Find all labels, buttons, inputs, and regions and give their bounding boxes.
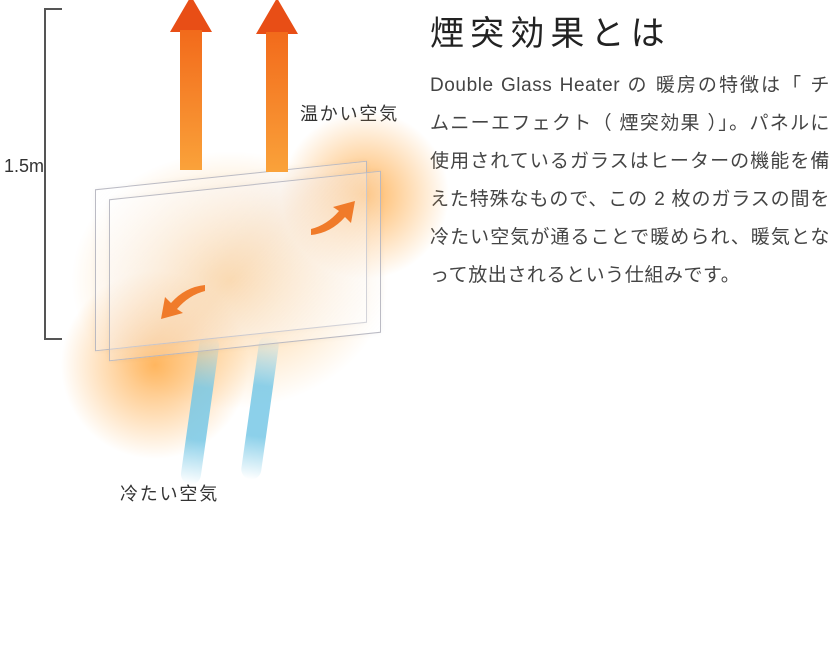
diagram: 1.5m 温かい空気 [0,0,430,663]
cold-air-stream [180,334,221,485]
cold-air-stream [240,334,280,480]
hot-air-arrow-icon [256,0,298,172]
hot-air-label: 温かい空気 [300,100,399,126]
section-title: 煙突効果とは [430,6,830,55]
flow-arrow-icon [155,285,211,325]
flow-arrow-icon [305,195,361,235]
page: 1.5m 温かい空気 [0,0,840,663]
height-bracket [44,8,62,340]
hot-air-arrow-icon [170,0,212,170]
cold-air-label: 冷たい空気 [120,480,219,506]
body-text: Double Glass Heater の 暖房の特徴は「 チムニーエフェクト（… [430,67,830,295]
height-label: 1.5m [4,156,44,177]
text-column: 煙突効果とは Double Glass Heater の 暖房の特徴は「 チムニ… [430,0,830,663]
